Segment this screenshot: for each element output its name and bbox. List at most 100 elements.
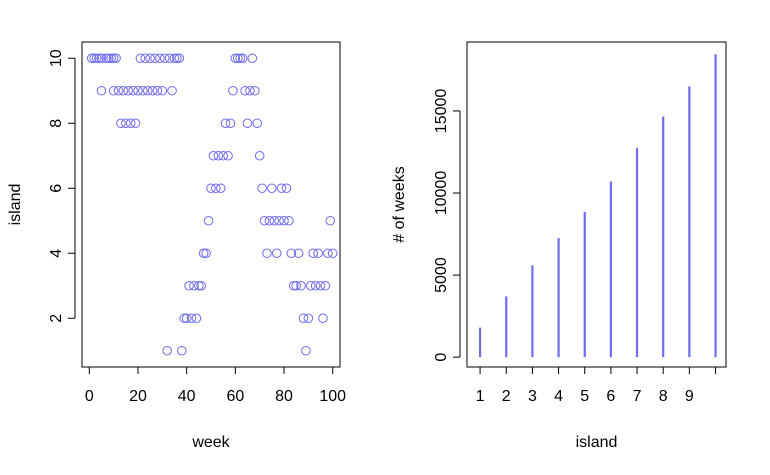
y-axis-title: island [7, 184, 24, 226]
x-tick-label: 20 [129, 388, 147, 405]
scatter-point [174, 53, 185, 64]
scatter-point [242, 118, 253, 129]
x-tick-label: 60 [226, 388, 244, 405]
scatter-point [298, 313, 309, 324]
scatter-point [245, 85, 255, 96]
scatter-point [264, 215, 275, 226]
scatter-point [267, 183, 277, 194]
scatter-point [186, 313, 197, 324]
scatter-point [135, 53, 146, 64]
scatter-point [257, 183, 267, 194]
x-tick-label: 3 [528, 388, 537, 405]
scatter-point [320, 280, 331, 291]
scatter-point [189, 280, 199, 291]
scatter-point [167, 85, 177, 96]
scatter-point [169, 53, 180, 64]
scatter-point [162, 345, 172, 356]
scatter-point [198, 248, 209, 259]
scatter-point [269, 215, 280, 226]
scatter-point [279, 215, 289, 226]
y-axis-title: # of weeks [391, 166, 408, 242]
scatter-panel: 0 20 40 60 80 100 2 4 6 8 10 week island [7, 41, 346, 451]
scatter-point [237, 53, 248, 64]
x-tick-label: 5 [580, 388, 589, 405]
scatter-point [113, 85, 124, 96]
scatter-point [103, 53, 114, 64]
bar-panel: 1 2 3 4 5 6 7 8 9 0 5000 10000 15000 island # of weeks [391, 41, 727, 451]
scatter-point [108, 85, 119, 96]
scatter-point [116, 118, 126, 129]
scatter-point [308, 248, 319, 259]
scatter-point [125, 118, 136, 129]
scatter-point [274, 215, 284, 226]
scatter-point [247, 53, 258, 64]
scatter-point [208, 150, 219, 161]
scatter-point [276, 183, 287, 194]
y-tick-label: 5000 [433, 257, 450, 293]
scatter-point [201, 248, 211, 259]
y-tick-label: 4 [48, 249, 65, 258]
scatter-point [293, 248, 304, 259]
scatter-point [150, 53, 160, 64]
scatter-point [164, 53, 175, 64]
x-axis-title: week [191, 434, 230, 451]
scatter-point [172, 53, 182, 64]
scatter-point [155, 53, 165, 64]
scatter-point [176, 345, 187, 356]
scatter-point [101, 53, 112, 64]
scatter-point [211, 183, 221, 194]
scatter-point [152, 85, 163, 96]
x-tick-label: 9 [685, 388, 694, 405]
y-tick-label: 15000 [433, 89, 450, 134]
scatter-point [106, 53, 117, 64]
scatter-point [303, 313, 314, 324]
scatter-point [232, 53, 243, 64]
scatter-point [271, 248, 282, 259]
scatter-point [94, 53, 104, 64]
scatter-point [230, 53, 241, 64]
x-tick-label: 4 [554, 388, 563, 405]
scatter-point [179, 313, 190, 324]
scatter-point [191, 313, 202, 324]
scatter-point [181, 313, 192, 324]
scatter-point [157, 85, 168, 96]
scatter-point [213, 150, 224, 161]
scatter-point [252, 118, 263, 129]
scatter-point [108, 53, 119, 64]
x-tick-label: 7 [633, 388, 642, 405]
scatter-point [159, 53, 170, 64]
y-tick-label: 6 [48, 184, 65, 193]
plot-frame [81, 41, 341, 368]
scatter-point [310, 280, 321, 291]
scatter-point [96, 53, 107, 64]
scatter-point [228, 85, 238, 96]
scatter-point [323, 248, 333, 259]
x-tick-label: 80 [275, 388, 293, 405]
scatter-point [325, 215, 336, 226]
scatter-point [305, 280, 316, 291]
scatter-point [145, 53, 155, 64]
scatter-point [223, 150, 233, 161]
scatter-point [123, 85, 134, 96]
y-tick-label: 2 [48, 314, 65, 323]
scatter-point [206, 183, 216, 194]
scatter-point [259, 215, 270, 226]
scatter-point [235, 53, 246, 64]
scatter-point [220, 118, 231, 129]
scatter-point [315, 280, 326, 291]
scatter-point [291, 280, 301, 291]
scatter-point [142, 85, 153, 96]
scatter-point [225, 118, 236, 129]
scatter-point [284, 215, 294, 226]
x-tick-label: 40 [178, 388, 196, 405]
scatter-point [128, 85, 138, 96]
scatter-point [147, 85, 158, 96]
scatter-point [89, 53, 99, 64]
x-axis-title: island [576, 434, 618, 451]
scatter-point [194, 280, 204, 291]
x-tick-label: 100 [319, 388, 346, 405]
y-tick-label: 8 [48, 119, 65, 128]
scatter-point [203, 215, 214, 226]
scatter-point [215, 183, 226, 194]
scatter-point [250, 85, 260, 96]
